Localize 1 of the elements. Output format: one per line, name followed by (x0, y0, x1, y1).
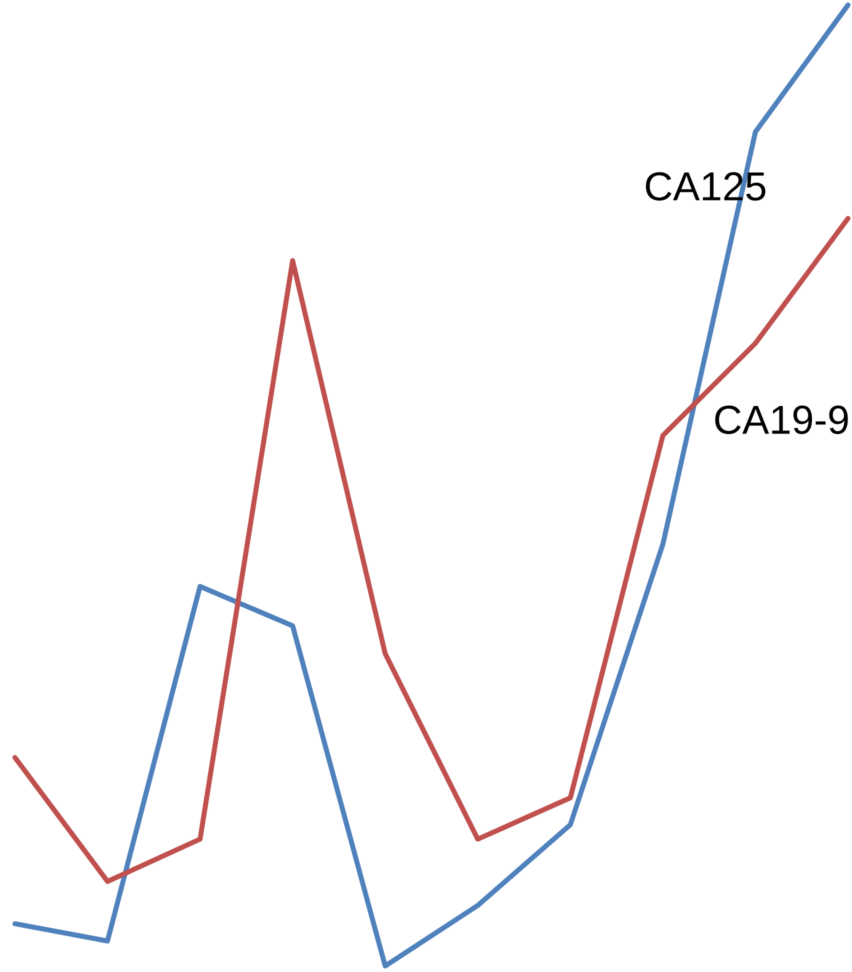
series-label: CA19-9 (715, 406, 848, 434)
